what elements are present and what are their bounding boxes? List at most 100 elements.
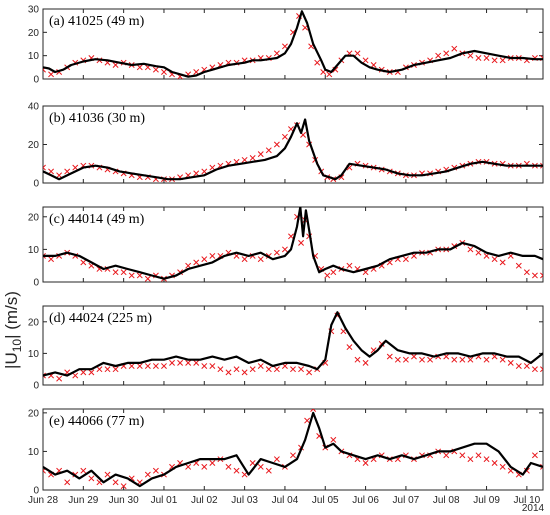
observed-point xyxy=(362,359,369,366)
panel-title: (b) 41036 (30 m) xyxy=(49,111,145,126)
observed-point xyxy=(354,356,361,363)
y-tick-label: 20 xyxy=(28,28,40,39)
y-tick-label: 10 xyxy=(28,245,40,256)
observed-point xyxy=(386,353,393,360)
model-series-line xyxy=(43,207,543,280)
observed-point xyxy=(467,246,474,253)
observed-point xyxy=(225,463,232,470)
observed-point xyxy=(72,372,79,379)
observed-point xyxy=(265,366,272,373)
observed-point xyxy=(531,452,538,459)
observed-point xyxy=(201,363,208,369)
observed-point xyxy=(152,363,159,369)
plot-area xyxy=(43,118,543,183)
observed-point xyxy=(540,272,543,279)
observed-point xyxy=(310,409,317,412)
observed-point xyxy=(443,452,450,459)
year-label: 2014 xyxy=(522,503,545,514)
panel-title: (a) 41025 (49 m) xyxy=(49,14,145,29)
x-tick-label: Jul 01 xyxy=(151,495,178,506)
observed-point xyxy=(324,272,331,279)
observed-point xyxy=(273,456,280,463)
observed-point xyxy=(491,460,498,466)
observed-point xyxy=(515,363,522,369)
observed-point xyxy=(136,363,143,369)
observed-point xyxy=(104,471,111,478)
observed-point xyxy=(475,249,482,256)
x-tick-label: Jul 10 xyxy=(514,495,541,506)
plot-area xyxy=(43,311,543,382)
x-tick-label: Jun 29 xyxy=(68,495,98,506)
y-tick-label: 30 xyxy=(28,5,40,16)
observed-point xyxy=(120,269,127,276)
observed-point xyxy=(459,452,466,459)
observed-point xyxy=(225,369,232,376)
observed-point xyxy=(346,344,353,351)
observed-point xyxy=(96,366,103,373)
observed-point xyxy=(306,369,313,376)
observed-point xyxy=(185,359,192,366)
y-tick-label: 10 xyxy=(28,51,40,62)
observed-point xyxy=(241,369,248,376)
observed-point xyxy=(523,269,530,276)
observed-point xyxy=(161,363,167,369)
observed-point xyxy=(491,57,498,64)
observed-point xyxy=(80,259,87,266)
observed-point xyxy=(288,233,294,240)
observed-point xyxy=(209,252,216,259)
observed-point xyxy=(80,467,87,474)
observed-point xyxy=(467,52,474,59)
y-tick-label: 0 xyxy=(33,278,39,289)
observed-point xyxy=(64,479,71,486)
panel-4: 0 10 20 (d) 44024 (225 m) xyxy=(28,305,544,392)
y-tick-label: 0 xyxy=(33,381,39,392)
plot-frame xyxy=(42,8,544,80)
observed-point xyxy=(104,366,111,373)
observed-point xyxy=(370,62,377,68)
observed-point xyxy=(362,460,369,466)
observed-point xyxy=(241,156,248,163)
observed-point xyxy=(241,256,248,263)
observed-point xyxy=(201,256,208,263)
observed-point xyxy=(265,467,272,474)
observed-point xyxy=(475,452,482,459)
observed-point xyxy=(161,69,167,75)
observed-point xyxy=(193,359,200,366)
x-tick-label: Jun 28 xyxy=(28,495,58,506)
observed-point xyxy=(136,64,143,71)
plot-area xyxy=(43,207,543,282)
observed-point xyxy=(209,460,216,466)
observed-point xyxy=(233,366,240,373)
observed-point xyxy=(112,479,119,486)
observed-point xyxy=(152,467,159,474)
plot-area xyxy=(43,10,543,79)
panels: 0 10 20 30 (a) 41025 (49 m) 0 20 40 (b) 41036 (3… xyxy=(28,5,544,506)
y-tick-label: 40 xyxy=(28,102,40,113)
observed-point xyxy=(314,59,321,66)
panel-title: (d) 44024 (225 m) xyxy=(49,311,152,326)
observed-point xyxy=(491,256,498,263)
model-series-line xyxy=(43,118,543,181)
plot-frame xyxy=(42,408,544,491)
panel-2: 0 20 40 (b) 41036 (30 m) xyxy=(28,102,544,190)
model-series-line xyxy=(43,10,543,78)
observed-point xyxy=(43,164,46,171)
observed-point xyxy=(531,272,538,279)
y-tick-label: 10 xyxy=(28,349,40,360)
observed-point xyxy=(72,164,79,171)
panel-title: (c) 44014 (49 m) xyxy=(49,212,145,227)
observed-point xyxy=(298,366,305,373)
observed-point xyxy=(451,356,458,363)
observed-point xyxy=(169,359,175,366)
observed-point xyxy=(330,269,337,276)
observed-point xyxy=(394,356,401,363)
panel-1: 0 10 20 30 (a) 41025 (49 m) xyxy=(28,5,544,86)
observed-point xyxy=(80,369,87,376)
observed-point xyxy=(48,71,55,78)
observed-point xyxy=(249,366,256,373)
plot-frame xyxy=(42,305,544,386)
observed-point xyxy=(354,50,361,57)
observed-point xyxy=(273,141,280,148)
observed-point xyxy=(265,147,272,154)
observed-point xyxy=(507,359,514,366)
